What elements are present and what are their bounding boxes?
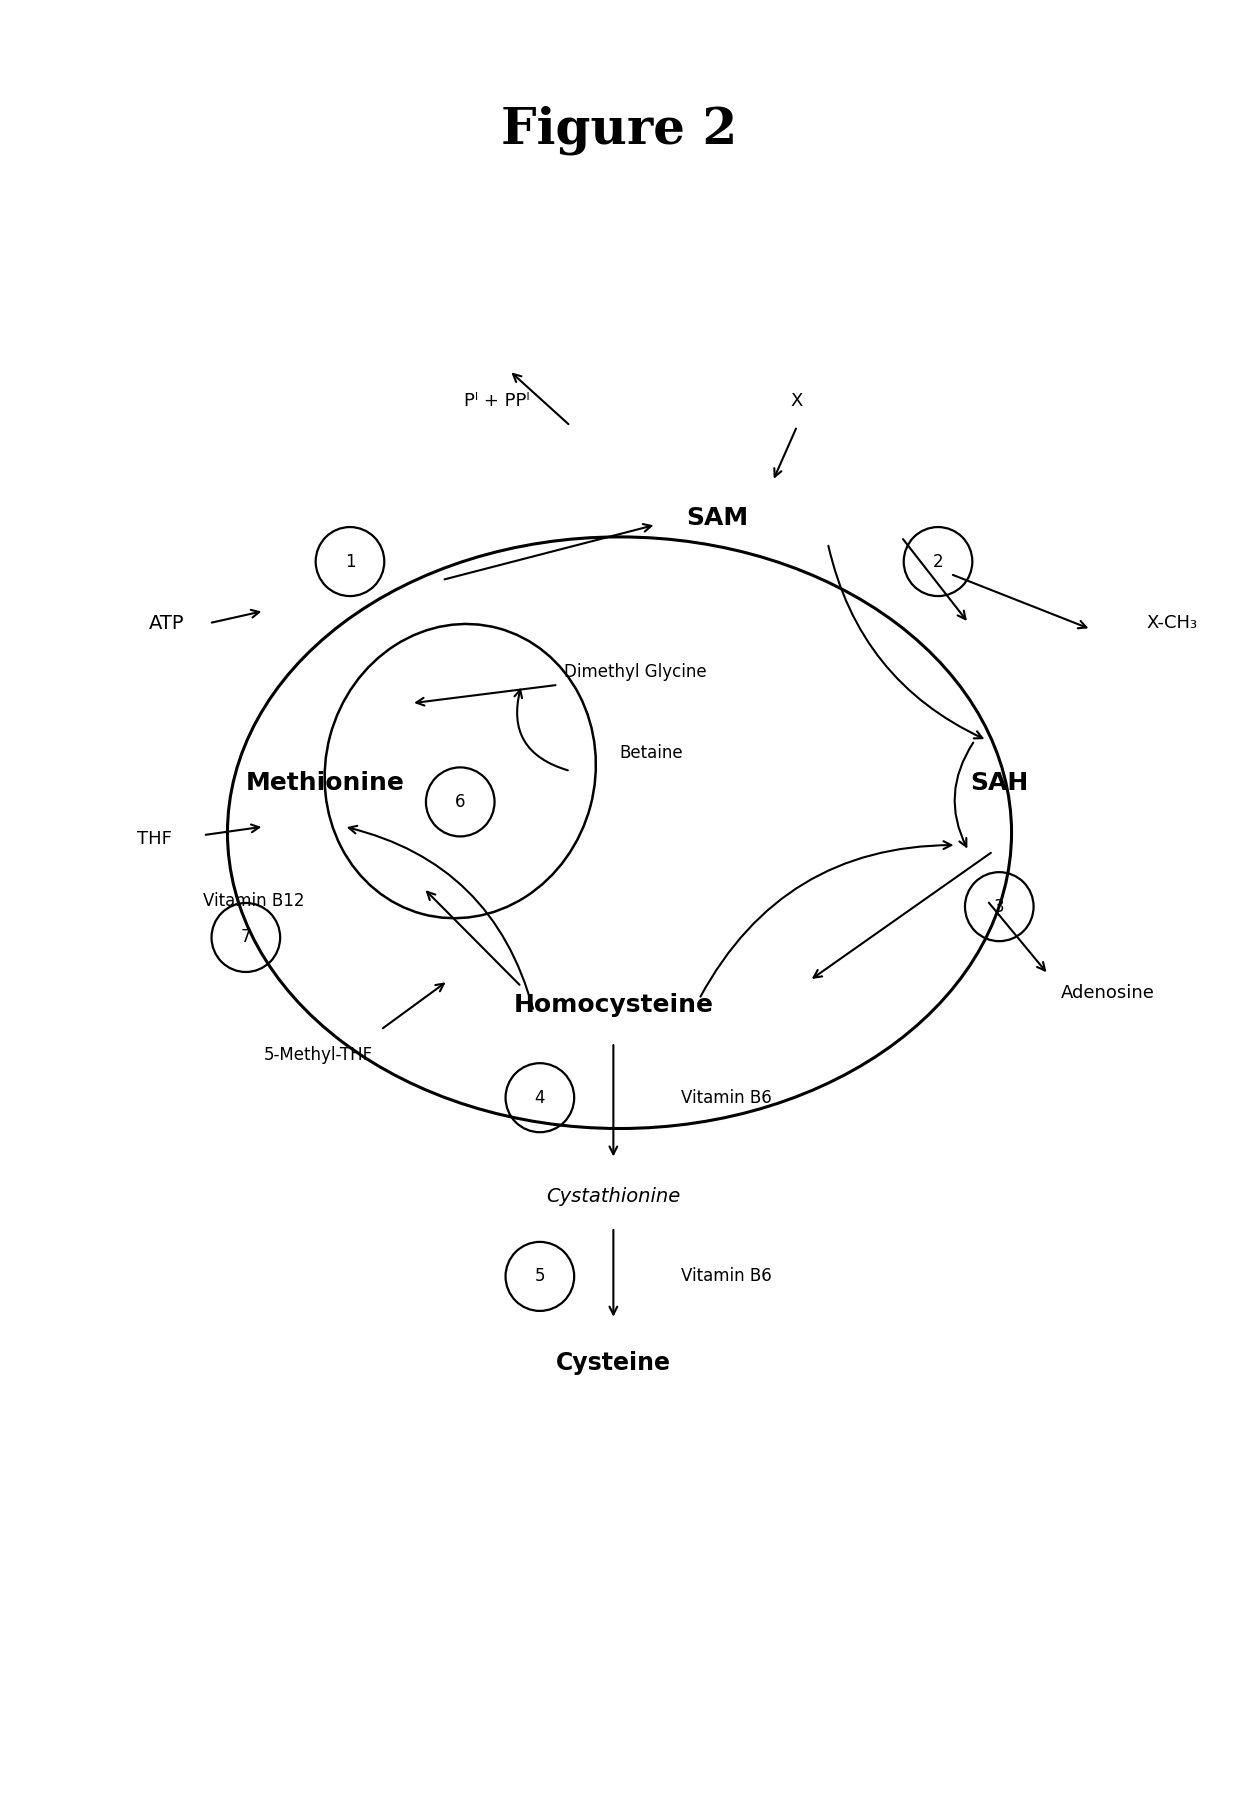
Text: 7: 7	[240, 929, 252, 947]
Text: 5: 5	[534, 1268, 545, 1286]
Ellipse shape	[325, 623, 596, 919]
Text: 4: 4	[534, 1088, 545, 1106]
Text: Cystathionine: Cystathionine	[546, 1187, 680, 1207]
Text: Pᴵ + PPᴵ: Pᴵ + PPᴵ	[465, 393, 530, 411]
Text: Cysteine: Cysteine	[556, 1351, 670, 1374]
Text: ATP: ATP	[149, 614, 185, 632]
Text: SAH: SAH	[970, 771, 1028, 796]
Text: 6: 6	[455, 792, 466, 810]
Text: Figure 2: Figure 2	[502, 106, 737, 155]
Text: Vitamin B12: Vitamin B12	[203, 891, 305, 910]
Text: 1: 1	[344, 553, 356, 571]
Text: 5-Methyl-THF: 5-Methyl-THF	[264, 1046, 373, 1064]
Text: Methionine: Methionine	[247, 771, 405, 796]
Text: 3: 3	[994, 897, 1005, 915]
Text: Adenosine: Adenosine	[1061, 983, 1155, 1001]
Ellipse shape	[228, 537, 1011, 1129]
Text: Vitamin B6: Vitamin B6	[680, 1268, 772, 1286]
Text: THF: THF	[138, 830, 172, 848]
Text: X-CH₃: X-CH₃	[1146, 614, 1197, 632]
Text: SAM: SAM	[686, 506, 748, 531]
Text: X: X	[790, 393, 803, 411]
Text: Betaine: Betaine	[620, 744, 683, 762]
Text: 2: 2	[933, 553, 943, 571]
Text: Homocysteine: Homocysteine	[513, 994, 714, 1018]
Text: Vitamin B6: Vitamin B6	[680, 1088, 772, 1106]
Text: Dimethyl Glycine: Dimethyl Glycine	[565, 663, 707, 681]
